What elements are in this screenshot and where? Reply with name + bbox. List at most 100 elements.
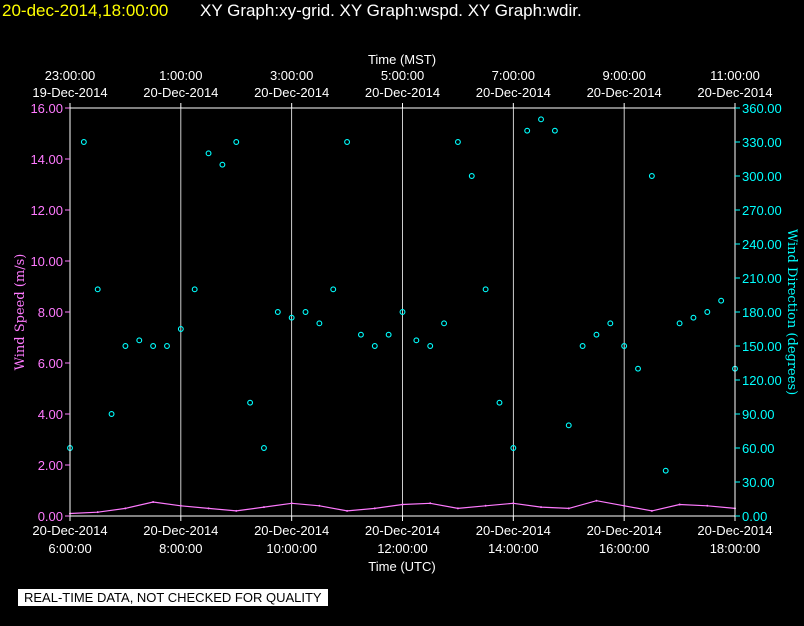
direction-point <box>496 399 503 406</box>
bottom-tick-date: 20-Dec-2014 <box>143 523 218 538</box>
left-tick-label: 12.00 <box>30 203 63 218</box>
left-axis-label: Wind Speed (m/s) <box>13 254 28 371</box>
bottom-tick-time: 14:00:00 <box>488 541 539 556</box>
direction-point <box>565 422 572 429</box>
speed-point <box>207 507 210 510</box>
direction-point <box>94 286 101 293</box>
direction-point <box>538 116 544 123</box>
top-tick-date: 20-Dec-2014 <box>587 85 662 100</box>
header: 20-dec-2014,18:00:00 XY Graph:xy-grid. X… <box>0 0 804 30</box>
left-tick-label: 4.00 <box>38 407 63 422</box>
direction-point <box>191 286 198 293</box>
direction-point <box>261 445 267 451</box>
right-tick-label: 30.00 <box>742 475 775 490</box>
top-tick-time: 23:00:00 <box>45 68 96 83</box>
top-axis-label: Time (MST) <box>368 52 436 67</box>
direction-point <box>330 286 337 293</box>
top-tick-time: 5:00:00 <box>381 68 424 83</box>
direction-point <box>247 399 254 406</box>
top-tick-date: 20-Dec-2014 <box>365 85 440 100</box>
direction-point <box>233 139 240 145</box>
direction-point <box>288 314 295 321</box>
direction-point <box>482 286 489 293</box>
speed-point <box>595 499 598 502</box>
top-tick-date: 20-Dec-2014 <box>697 85 772 100</box>
right-tick-label: 330.00 <box>742 135 782 150</box>
direction-point <box>635 365 641 372</box>
speed-point <box>318 504 321 507</box>
bottom-tick-date: 20-Dec-2014 <box>32 523 107 538</box>
top-tick-date: 20-Dec-2014 <box>254 85 329 100</box>
direction-point <box>662 467 669 474</box>
direction-point <box>399 309 406 315</box>
speed-point <box>290 502 293 505</box>
speed-point <box>512 502 515 505</box>
bottom-tick-date: 20-Dec-2014 <box>476 523 551 538</box>
direction-point <box>704 309 711 315</box>
direction-point <box>164 343 170 349</box>
left-tick-label: 14.00 <box>30 152 63 167</box>
top-axis: 23:00:00 19-Dec-2014 1:00:00 20-Dec-2014 3:0… <box>32 68 773 108</box>
speed-point <box>706 504 709 507</box>
right-tick-label: 90.00 <box>742 407 775 422</box>
right-axis: 0.00 30.00 60.00 90.00 120.00 150.00 180.00 210… <box>735 101 782 524</box>
left-tick-label: 0.00 <box>38 509 63 524</box>
direction-point <box>177 326 184 332</box>
header-date: 20-dec-2014,18:00:00 <box>2 1 169 20</box>
top-tick-time: 1:00:00 <box>159 68 202 83</box>
direction-point <box>274 309 281 315</box>
speed-point <box>346 509 349 512</box>
direction-point <box>302 309 309 315</box>
speed-point <box>262 506 265 509</box>
direction-point <box>136 337 143 344</box>
direction-point <box>551 127 558 134</box>
top-tick-time: 9:00:00 <box>602 68 645 83</box>
speed-point <box>650 509 653 512</box>
top-tick-time: 7:00:00 <box>492 68 535 83</box>
speed-point <box>152 500 155 503</box>
left-tick-label: 8.00 <box>38 305 63 320</box>
direction-point <box>427 343 434 349</box>
quality-disclaimer: REAL-TIME DATA, NOT CHECKED FOR QUALITY <box>18 589 328 606</box>
header-title: XY Graph:xy-grid. XY Graph:wspd. XY Grap… <box>200 1 582 20</box>
direction-point <box>371 343 378 349</box>
direction-point <box>690 314 697 321</box>
top-tick-time: 3:00:00 <box>270 68 313 83</box>
speed-point <box>373 507 376 510</box>
direction-point <box>205 150 212 157</box>
bottom-tick-date: 20-Dec-2014 <box>697 523 772 538</box>
right-tick-label: 360.00 <box>742 101 782 116</box>
speed-point <box>124 507 127 510</box>
direction-point <box>676 320 683 327</box>
left-tick-label: 2.00 <box>38 458 63 473</box>
bottom-tick-time: 6:00:00 <box>48 541 91 556</box>
bottom-tick-time: 16:00:00 <box>599 541 650 556</box>
bottom-tick-time: 8:00:00 <box>159 541 202 556</box>
direction-point <box>607 320 614 327</box>
right-tick-label: 120.00 <box>742 373 782 388</box>
direction-point <box>344 139 351 145</box>
direction-point <box>648 173 655 179</box>
bottom-tick-time: 12:00:00 <box>377 541 428 556</box>
top-tick-time: 11:00:00 <box>710 68 760 83</box>
direction-point <box>524 127 531 134</box>
direction-point <box>454 139 461 145</box>
right-tick-label: 180.00 <box>742 305 782 320</box>
speed-point <box>678 503 681 506</box>
speed-point <box>429 502 432 505</box>
direction-point <box>385 331 392 338</box>
left-axis: 0.00 2.00 4.00 6.00 8.00 10.00 12.00 14.00 16.00 <box>30 101 70 524</box>
bottom-tick-time: 10:00:00 <box>266 541 317 556</box>
speed-point <box>235 509 238 512</box>
right-tick-label: 60.00 <box>742 441 775 456</box>
right-tick-label: 300.00 <box>742 169 782 184</box>
right-tick-label: 210.00 <box>742 271 782 286</box>
direction-point <box>441 320 448 327</box>
direction-point <box>150 343 157 349</box>
speed-point <box>484 504 487 507</box>
direction-point <box>593 331 600 338</box>
top-tick-date: 19-Dec-2014 <box>32 85 107 100</box>
right-tick-label: 240.00 <box>742 237 782 252</box>
bottom-tick-date: 20-Dec-2014 <box>587 523 662 538</box>
